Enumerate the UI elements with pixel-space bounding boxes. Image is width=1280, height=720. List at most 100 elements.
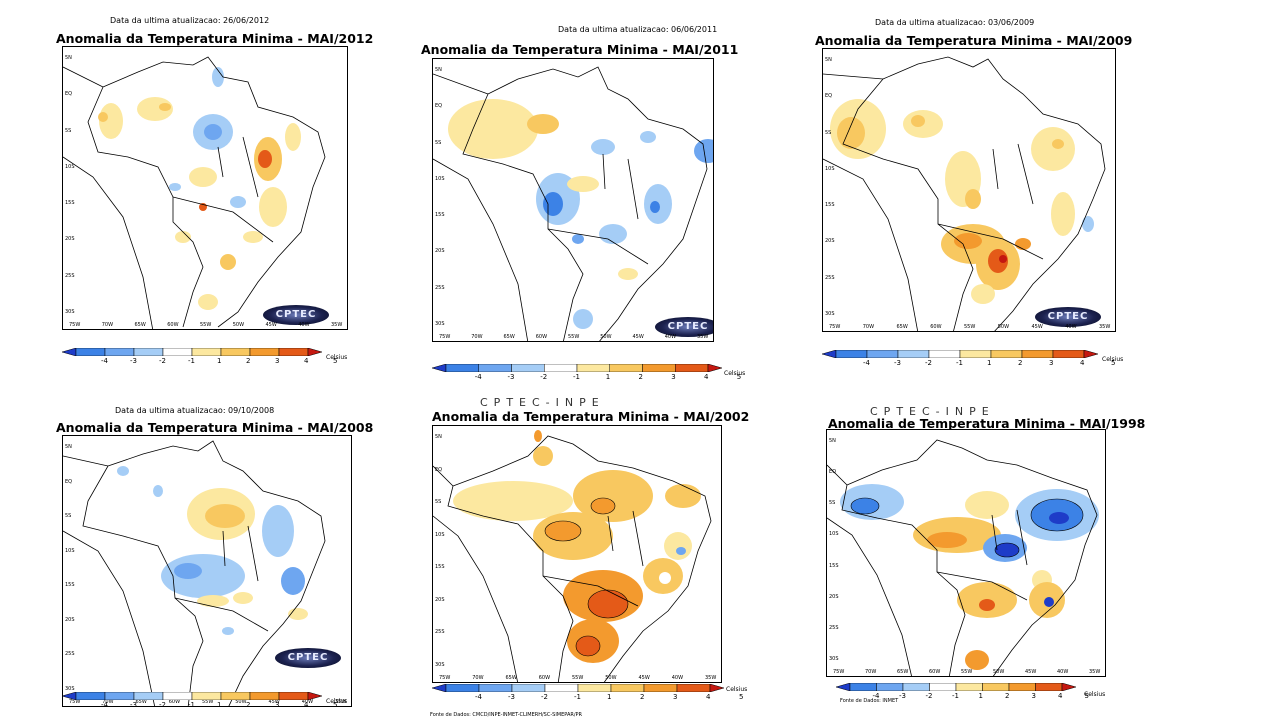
legend-swatch: [220, 348, 251, 356]
legend-end-right: [709, 684, 724, 692]
legend-swatch: [191, 348, 222, 356]
longitude-label: 60W: [929, 669, 941, 675]
data-source: Fonte de Dados: CMCD/INPE-INMET-CLIMERH/…: [430, 712, 583, 718]
legend-tick-label: -2: [159, 357, 166, 365]
legend-swatch: [982, 683, 1010, 691]
legend-swatch: [610, 684, 645, 692]
legend-bar: [822, 350, 1098, 358]
legend-bar: [62, 348, 322, 356]
legend-tick-label: 1: [217, 357, 222, 365]
legend-tick-label: -3: [130, 357, 137, 365]
color-legend: Celsius -4 -3 -2 -1 1 2 3 4 5: [822, 350, 1123, 367]
legend-tick-label: -3: [508, 693, 515, 701]
longitude-label: 60W: [538, 675, 551, 681]
legend-tick-label: -4: [475, 693, 482, 701]
latitude-label: 30S: [829, 656, 839, 662]
legend-swatch: [104, 348, 135, 356]
latitude-label: 20S: [65, 616, 75, 623]
legend-unit: Celsius: [326, 354, 348, 361]
longitude-label: 65W: [505, 675, 517, 681]
map-frame: CPTEC 5N EQ 5S 10S 15S 20S 25S 30S 75W 70W 65W 60W 5…: [62, 435, 352, 707]
map-frame: CPTEC 5N EQ 5S 10S 15S 20S 25S 30S 75W 70W 65W 60W 5…: [62, 46, 348, 330]
legend-end-left: [432, 364, 447, 372]
latitude-label: 10S: [825, 165, 835, 172]
longitude-label: 50W: [997, 324, 1010, 330]
legend-swatch: [866, 350, 899, 358]
legend-tick-label: 1: [607, 693, 612, 701]
longitude-label: 35W: [1089, 669, 1101, 675]
update-date: Data da ultima atualizacao: 03/06/2009: [875, 18, 1035, 27]
legend-tick-label: 5: [1084, 692, 1089, 700]
latitude-label: 5S: [825, 129, 832, 136]
latitude-label: 20S: [829, 593, 839, 600]
legend-end-left: [432, 684, 447, 692]
legend-tick-label: -2: [159, 701, 166, 709]
color-legend: Celsius -4 -3 -2 -1 1 2 3 4 5: [62, 692, 347, 709]
latitude-label: 15S: [435, 212, 445, 219]
legend-tick-label: 3: [1031, 692, 1036, 700]
legend-tick-label: -3: [894, 359, 901, 367]
legend-end-left: [62, 692, 77, 700]
legend-swatch: [445, 364, 479, 372]
latitude-label: 10S: [65, 547, 75, 554]
legend-tick-label: 5: [1111, 359, 1116, 367]
color-legend: Celsius -4 -3 -2 -1 1 2 3 4 5: [432, 684, 747, 701]
legend-tick-label: -4: [101, 701, 108, 709]
country-borders: [433, 435, 712, 682]
legend-end-left: [62, 348, 77, 356]
anomaly-map: [823, 56, 1106, 331]
longitude-label: 50W: [993, 669, 1005, 675]
longitude-label: 55W: [964, 324, 976, 330]
longitude-label: 65W: [897, 669, 909, 675]
longitude-label: 35W: [705, 675, 717, 681]
contour-lines: [850, 497, 1084, 558]
latitude-label: 5S: [435, 499, 442, 506]
cptec-logo: CPTEC: [275, 648, 341, 668]
legend-swatch: [445, 684, 480, 692]
legend-swatch: [133, 348, 164, 356]
latitude-label: 10S: [435, 175, 445, 182]
country-borders: [63, 56, 326, 329]
country-borders: [823, 56, 1106, 331]
longitude-label: 35W: [1099, 324, 1111, 330]
latitude-label: 30S: [65, 686, 75, 692]
latitude-label: 5S: [65, 513, 72, 520]
longitude-label: 60W: [535, 334, 548, 340]
legend-tick-label: 4: [706, 693, 711, 701]
cptec-inpe-header: CPTEC-INPE: [870, 405, 995, 418]
legend-tick-label: -1: [956, 359, 963, 367]
longitude-label: 55W: [568, 334, 580, 340]
longitude-label: 45W: [1031, 324, 1043, 330]
anomaly-patches: [840, 484, 1099, 670]
legend-swatch: [478, 684, 513, 692]
latitude-label: EQ: [435, 466, 443, 473]
legend-swatch: [609, 364, 643, 372]
latitude-label: 5N: [825, 57, 832, 63]
longitude-label: 55W: [961, 669, 973, 675]
legend-tick-label: 5: [333, 701, 338, 709]
legend-end-right: [307, 348, 322, 356]
legend-tick-label: 1: [605, 373, 611, 381]
legend-bar: [432, 684, 724, 692]
latitude-label: 5N: [435, 434, 442, 440]
latitude-label: 30S: [435, 321, 445, 327]
legend-tick-label: 4: [1080, 359, 1085, 367]
color-legend: Celsius -4 -3 -2 -1 1 2 3 4 5: [432, 364, 745, 381]
legend-swatch: [576, 364, 610, 372]
latitude-label: 25S: [825, 274, 835, 281]
latitude-label: EQ: [825, 93, 833, 100]
legend-swatch: [959, 350, 992, 358]
latitude-label: 15S: [825, 202, 835, 209]
legend-tick-label: 2: [640, 693, 645, 701]
legend-unit: Celsius: [1102, 356, 1124, 363]
latitude-label: 25S: [65, 272, 75, 279]
legend-swatch: [162, 692, 193, 700]
legend-swatch: [955, 683, 983, 691]
latitude-label: 30S: [825, 311, 835, 317]
anomaly-patches: [117, 466, 308, 635]
anomaly-patches: [830, 99, 1094, 304]
anomaly-map: [827, 439, 1099, 676]
latitude-label: 20S: [435, 596, 445, 603]
legend-tick-label: 4: [304, 357, 309, 365]
longitude-label: 75W: [833, 669, 845, 675]
